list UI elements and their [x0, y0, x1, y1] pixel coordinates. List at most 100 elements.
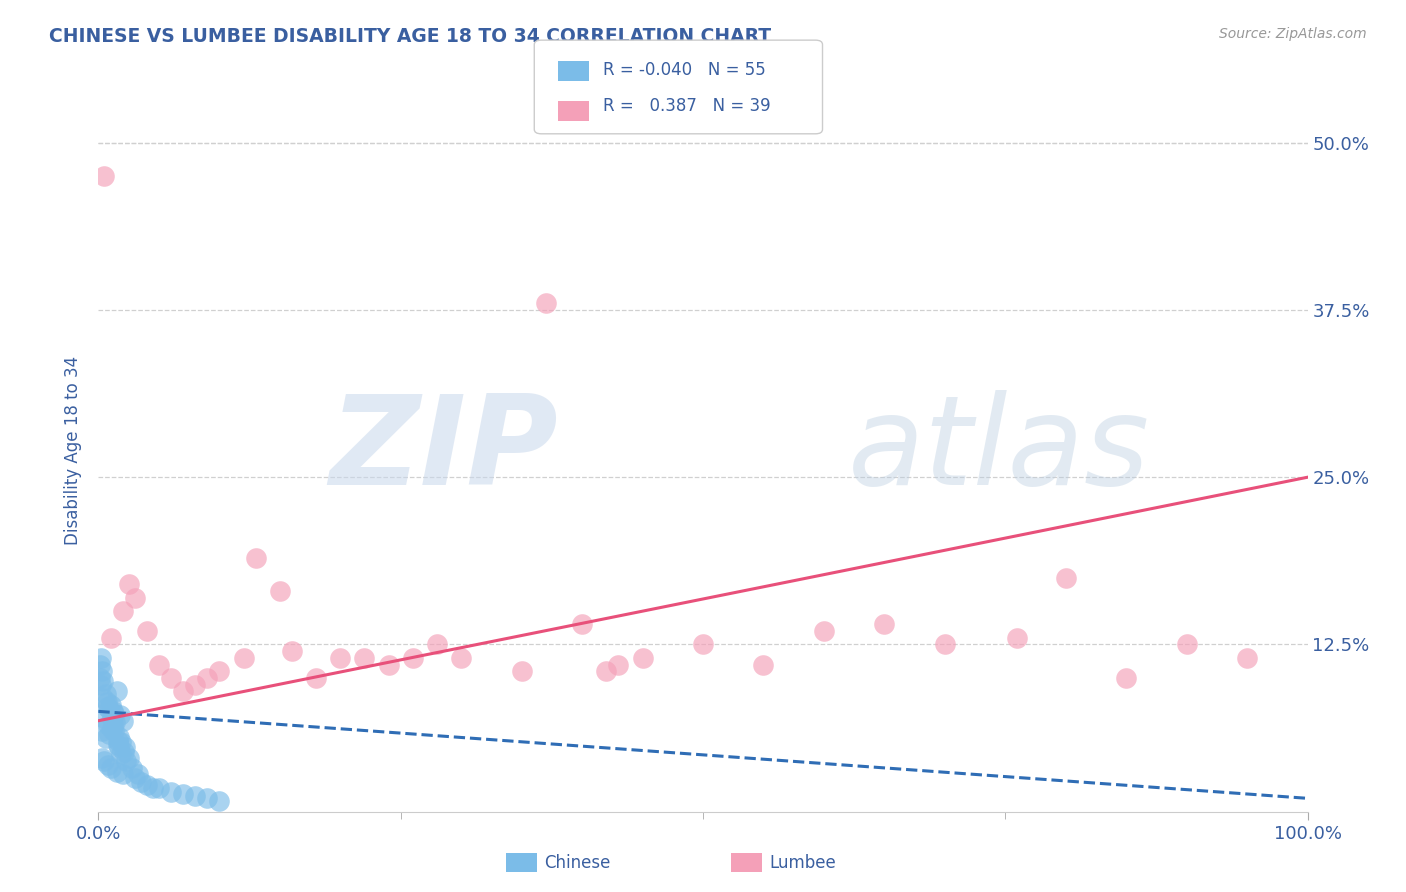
Text: ZIP: ZIP	[329, 390, 558, 511]
Text: Lumbee: Lumbee	[769, 854, 835, 871]
Point	[873, 617, 896, 632]
Point	[148, 780, 170, 795]
Point	[172, 788, 194, 802]
Point	[607, 657, 630, 672]
Point	[108, 730, 131, 744]
Point	[101, 705, 124, 719]
Point	[89, 657, 111, 672]
Text: R =   0.387   N = 39: R = 0.387 N = 39	[603, 97, 770, 115]
Point	[172, 684, 194, 698]
Point	[90, 678, 112, 692]
Point	[89, 671, 111, 685]
Point	[195, 671, 218, 685]
Point	[281, 644, 304, 658]
Point	[114, 740, 136, 755]
Point	[111, 714, 134, 728]
Point	[135, 624, 157, 639]
Point	[100, 722, 122, 736]
Point	[94, 687, 117, 701]
Point	[813, 624, 835, 639]
Point	[195, 791, 218, 805]
Point	[108, 708, 131, 723]
Text: atlas: atlas	[848, 390, 1150, 511]
Point	[692, 637, 714, 651]
Text: R = -0.040   N = 55: R = -0.040 N = 55	[603, 61, 766, 79]
Point	[94, 731, 117, 746]
Point	[1236, 651, 1258, 665]
Point	[93, 711, 115, 725]
Point	[450, 651, 472, 665]
Point	[631, 651, 654, 665]
Point	[110, 735, 132, 749]
Point	[595, 664, 617, 679]
Point	[232, 651, 254, 665]
Point	[377, 657, 399, 672]
Point	[184, 789, 207, 803]
Point	[1115, 671, 1137, 685]
Point	[105, 684, 128, 698]
Point	[329, 651, 352, 665]
Point	[208, 794, 231, 808]
Point	[91, 690, 114, 705]
Point	[100, 711, 122, 725]
Point	[510, 664, 533, 679]
Point	[98, 727, 121, 741]
Point	[269, 584, 291, 599]
Text: CHINESE VS LUMBEE DISABILITY AGE 18 TO 34 CORRELATION CHART: CHINESE VS LUMBEE DISABILITY AGE 18 TO 3…	[49, 27, 772, 45]
Point	[305, 671, 328, 685]
Point	[534, 296, 557, 310]
Point	[103, 706, 125, 721]
Point	[110, 747, 132, 762]
Point	[118, 577, 141, 591]
Point	[118, 751, 141, 765]
Point	[160, 785, 183, 799]
Point	[160, 671, 183, 685]
Point	[107, 733, 129, 747]
Point	[98, 701, 121, 715]
Point	[111, 767, 134, 781]
Point	[115, 754, 138, 768]
Point	[96, 695, 118, 709]
Point	[245, 550, 267, 565]
Point	[934, 637, 956, 651]
Point	[100, 631, 122, 645]
Point	[93, 754, 115, 768]
Point	[111, 604, 134, 618]
Point	[129, 775, 152, 789]
Point	[108, 740, 131, 755]
Point	[91, 664, 114, 679]
Point	[1054, 571, 1077, 585]
Point	[91, 673, 114, 688]
Point	[124, 771, 146, 786]
Point	[208, 664, 231, 679]
Point	[97, 717, 120, 731]
Point	[101, 717, 124, 731]
Point	[353, 651, 375, 665]
Point	[402, 651, 425, 665]
Point	[105, 764, 128, 779]
Point	[103, 724, 125, 739]
Point	[142, 780, 165, 795]
Text: Chinese: Chinese	[544, 854, 610, 871]
Text: Source: ZipAtlas.com: Source: ZipAtlas.com	[1219, 27, 1367, 41]
Point	[107, 738, 129, 752]
Point	[124, 591, 146, 605]
Point	[112, 744, 135, 758]
Point	[93, 169, 115, 184]
Point	[184, 678, 207, 692]
Point	[135, 778, 157, 792]
Y-axis label: Disability Age 18 to 34: Disability Age 18 to 34	[65, 356, 83, 545]
Point	[1175, 637, 1198, 651]
Point	[148, 657, 170, 672]
Point	[121, 760, 143, 774]
Point	[127, 767, 149, 781]
Point	[90, 651, 112, 665]
Point	[100, 698, 122, 712]
Point	[571, 617, 593, 632]
Point	[91, 751, 114, 765]
Point	[97, 758, 120, 772]
Point	[96, 700, 118, 714]
Point	[91, 724, 114, 739]
Point	[104, 715, 127, 730]
Point	[1007, 631, 1029, 645]
